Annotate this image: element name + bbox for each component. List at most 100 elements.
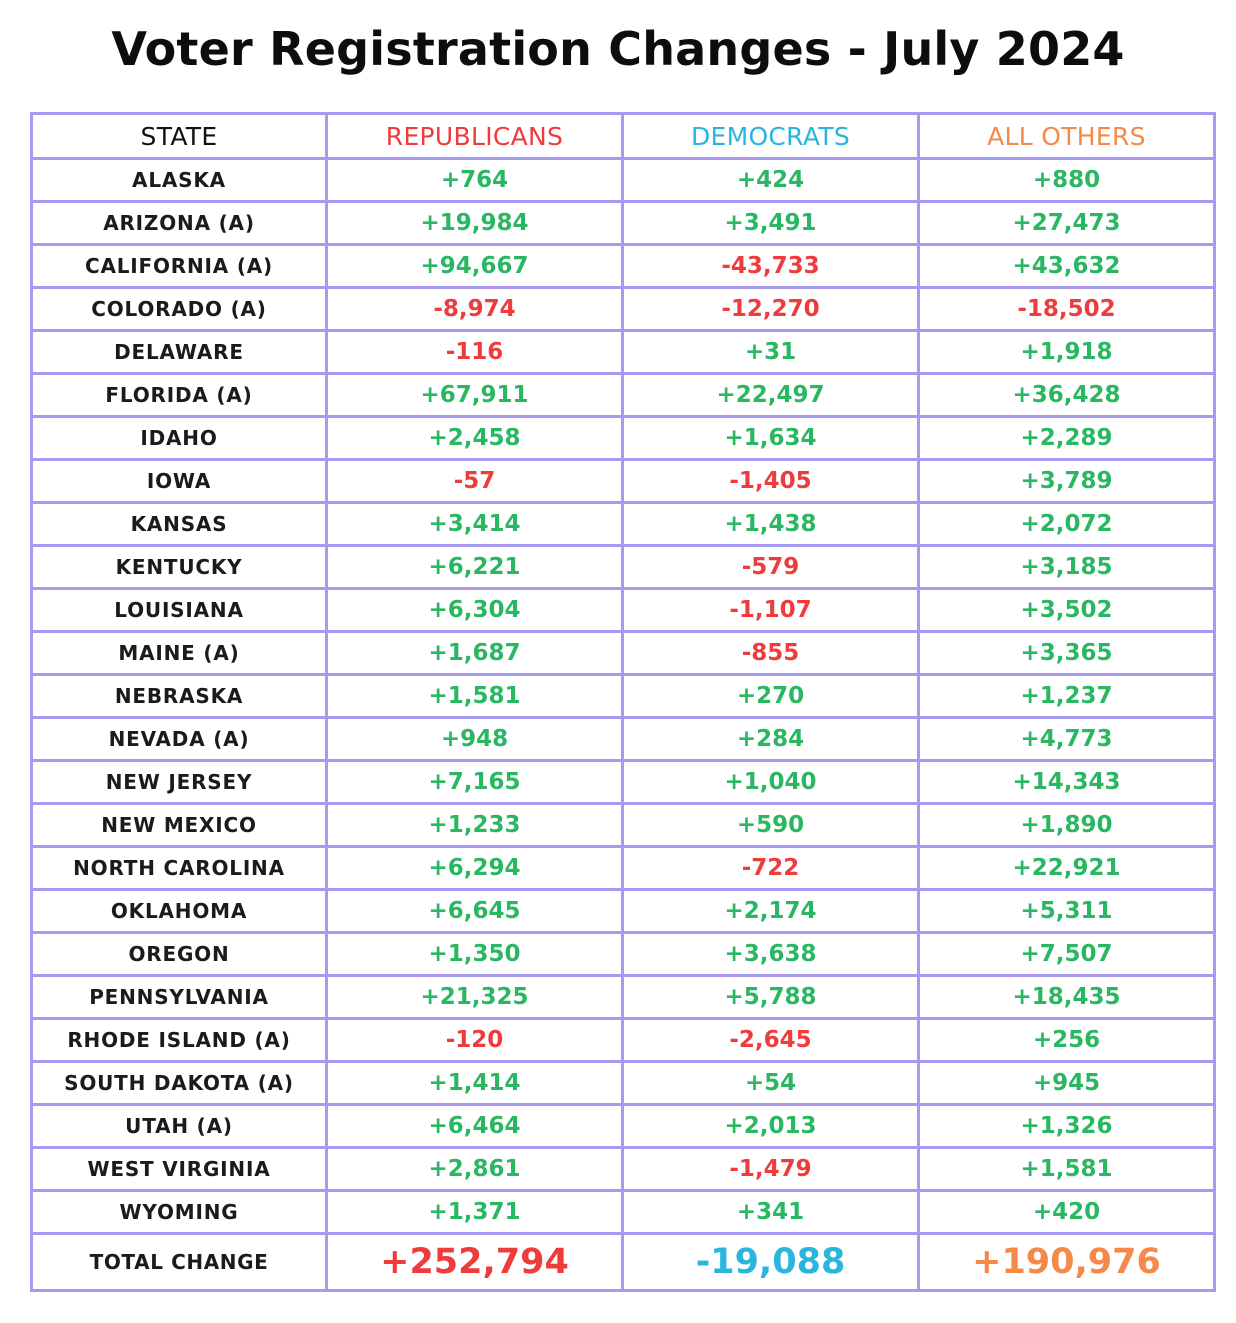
all-others-value: +3,365	[917, 630, 1216, 676]
democrats-value: -43,733	[621, 243, 920, 289]
republicans-value: -8,974	[325, 286, 624, 332]
all-others-value: -18,502	[917, 286, 1216, 332]
table-row: ARIZONA (A) +19,984 +3,491 +27,473	[30, 200, 1216, 246]
all-others-value: +1,237	[917, 673, 1216, 719]
state-cell: DELAWARE	[30, 329, 328, 375]
all-others-value: +36,428	[917, 372, 1216, 418]
democrats-value: -1,479	[621, 1146, 920, 1192]
table-row: NEW MEXICO +1,233 +590 +1,890	[30, 802, 1216, 848]
state-cell: KENTUCKY	[30, 544, 328, 590]
democrats-value: +270	[621, 673, 920, 719]
table-row: SOUTH DAKOTA (A) +1,414 +54 +945	[30, 1060, 1216, 1106]
state-cell: NORTH CAROLINA	[30, 845, 328, 891]
table-row: NEBRASKA +1,581 +270 +1,237	[30, 673, 1216, 719]
all-others-value: +945	[917, 1060, 1216, 1106]
republicans-value: +1,350	[325, 931, 624, 977]
republicans-value: +3,414	[325, 501, 624, 547]
all-others-value: +14,343	[917, 759, 1216, 805]
all-others-value: +3,185	[917, 544, 1216, 590]
state-cell: NEVADA (A)	[30, 716, 328, 762]
all-others-value: +880	[917, 157, 1216, 203]
democrats-value: -1,405	[621, 458, 920, 504]
republicans-value: +1,414	[325, 1060, 624, 1106]
table-row: WEST VIRGINIA +2,861 -1,479 +1,581	[30, 1146, 1216, 1192]
state-cell: FLORIDA (A)	[30, 372, 328, 418]
republicans-value: +7,165	[325, 759, 624, 805]
table-row: IDAHO +2,458 +1,634 +2,289	[30, 415, 1216, 461]
state-cell: NEBRASKA	[30, 673, 328, 719]
democrats-value: -1,107	[621, 587, 920, 633]
state-cell: UTAH (A)	[30, 1103, 328, 1149]
table-row: KANSAS +3,414 +1,438 +2,072	[30, 501, 1216, 547]
all-others-value: +18,435	[917, 974, 1216, 1020]
democrats-value: +54	[621, 1060, 920, 1106]
page-title: Voter Registration Changes - July 2024	[111, 22, 1125, 76]
republicans-value: +6,464	[325, 1103, 624, 1149]
republicans-value: +6,221	[325, 544, 624, 590]
state-cell: OREGON	[30, 931, 328, 977]
all-others-value: +3,502	[917, 587, 1216, 633]
header-republicans: REPUBLICANS	[325, 112, 624, 160]
republicans-value: +6,645	[325, 888, 624, 934]
table-row: IOWA -57 -1,405 +3,789	[30, 458, 1216, 504]
all-others-value: +1,890	[917, 802, 1216, 848]
header-democrats: DEMOCRATS	[621, 112, 920, 160]
state-cell: ALASKA	[30, 157, 328, 203]
democrats-value: -855	[621, 630, 920, 676]
table-row: WYOMING +1,371 +341 +420	[30, 1189, 1216, 1235]
all-others-value: +5,311	[917, 888, 1216, 934]
table-row: MAINE (A) +1,687 -855 +3,365	[30, 630, 1216, 676]
state-cell: ARIZONA (A)	[30, 200, 328, 246]
total-row: TOTAL CHANGE +252,794 -19,088 +190,976	[30, 1232, 1216, 1292]
all-others-value: +43,632	[917, 243, 1216, 289]
all-others-value: +3,789	[917, 458, 1216, 504]
democrats-value: +1,040	[621, 759, 920, 805]
democrats-value: +590	[621, 802, 920, 848]
state-cell: RHODE ISLAND (A)	[30, 1017, 328, 1063]
republicans-value: +1,371	[325, 1189, 624, 1235]
state-cell: LOUISIANA	[30, 587, 328, 633]
all-others-value: +7,507	[917, 931, 1216, 977]
state-cell: WYOMING	[30, 1189, 328, 1235]
state-cell: CALIFORNIA (A)	[30, 243, 328, 289]
table-row: PENNSYLVANIA +21,325 +5,788 +18,435	[30, 974, 1216, 1020]
table-row: OREGON +1,350 +3,638 +7,507	[30, 931, 1216, 977]
republicans-value: -57	[325, 458, 624, 504]
all-others-value: +22,921	[917, 845, 1216, 891]
state-cell: PENNSYLVANIA	[30, 974, 328, 1020]
democrats-value: -579	[621, 544, 920, 590]
table-row: COLORADO (A) -8,974 -12,270 -18,502	[30, 286, 1216, 332]
table-row: NEW JERSEY +7,165 +1,040 +14,343	[30, 759, 1216, 805]
state-cell: IOWA	[30, 458, 328, 504]
all-others-value: +1,918	[917, 329, 1216, 375]
table-body: ALASKA +764 +424 +880 ARIZONA (A) +19,984 +3,4…	[30, 157, 1216, 1235]
republicans-value: +764	[325, 157, 624, 203]
republicans-value: +2,861	[325, 1146, 624, 1192]
democrats-value: +284	[621, 716, 920, 762]
republicans-value: +1,687	[325, 630, 624, 676]
registration-table: STATE REPUBLICANS DEMOCRATS ALL OTHERS A…	[30, 112, 1216, 1292]
democrats-value: -2,645	[621, 1017, 920, 1063]
republicans-value: -116	[325, 329, 624, 375]
state-cell: NEW MEXICO	[30, 802, 328, 848]
table-row: LOUISIANA +6,304 -1,107 +3,502	[30, 587, 1216, 633]
table-row: FLORIDA (A) +67,911 +22,497 +36,428	[30, 372, 1216, 418]
all-others-value: +27,473	[917, 200, 1216, 246]
republicans-value: +6,294	[325, 845, 624, 891]
table-row: RHODE ISLAND (A) -120 -2,645 +256	[30, 1017, 1216, 1063]
democrats-value: -722	[621, 845, 920, 891]
all-others-value: +1,326	[917, 1103, 1216, 1149]
state-cell: MAINE (A)	[30, 630, 328, 676]
all-others-value: +420	[917, 1189, 1216, 1235]
table-row: CALIFORNIA (A) +94,667 -43,733 +43,632	[30, 243, 1216, 289]
state-cell: SOUTH DAKOTA (A)	[30, 1060, 328, 1106]
democrats-value: +341	[621, 1189, 920, 1235]
republicans-value: +19,984	[325, 200, 624, 246]
republicans-value: +1,581	[325, 673, 624, 719]
state-cell: WEST VIRGINIA	[30, 1146, 328, 1192]
all-others-value: +2,072	[917, 501, 1216, 547]
democrats-value: +5,788	[621, 974, 920, 1020]
all-others-value: +2,289	[917, 415, 1216, 461]
table-row: OKLAHOMA +6,645 +2,174 +5,311	[30, 888, 1216, 934]
table-row: NORTH CAROLINA +6,294 -722 +22,921	[30, 845, 1216, 891]
